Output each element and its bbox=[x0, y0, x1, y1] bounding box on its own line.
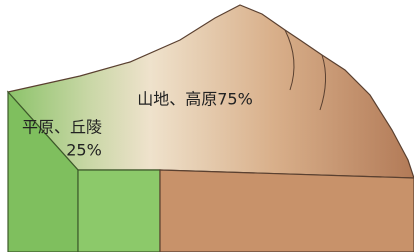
plain-label: 平原、丘陵 bbox=[22, 118, 102, 137]
page: 山地、高原75% 平原、丘陵 25% (() => { const data =… bbox=[0, 0, 414, 252]
mountain-front-face bbox=[160, 170, 414, 252]
mountain-label: 山地、高原75% bbox=[137, 90, 253, 109]
terrain-diagram: 山地、高原75% 平原、丘陵 25% bbox=[0, 0, 414, 252]
plain-front-face bbox=[78, 170, 160, 252]
plain-share-label: 25% bbox=[66, 141, 102, 160]
